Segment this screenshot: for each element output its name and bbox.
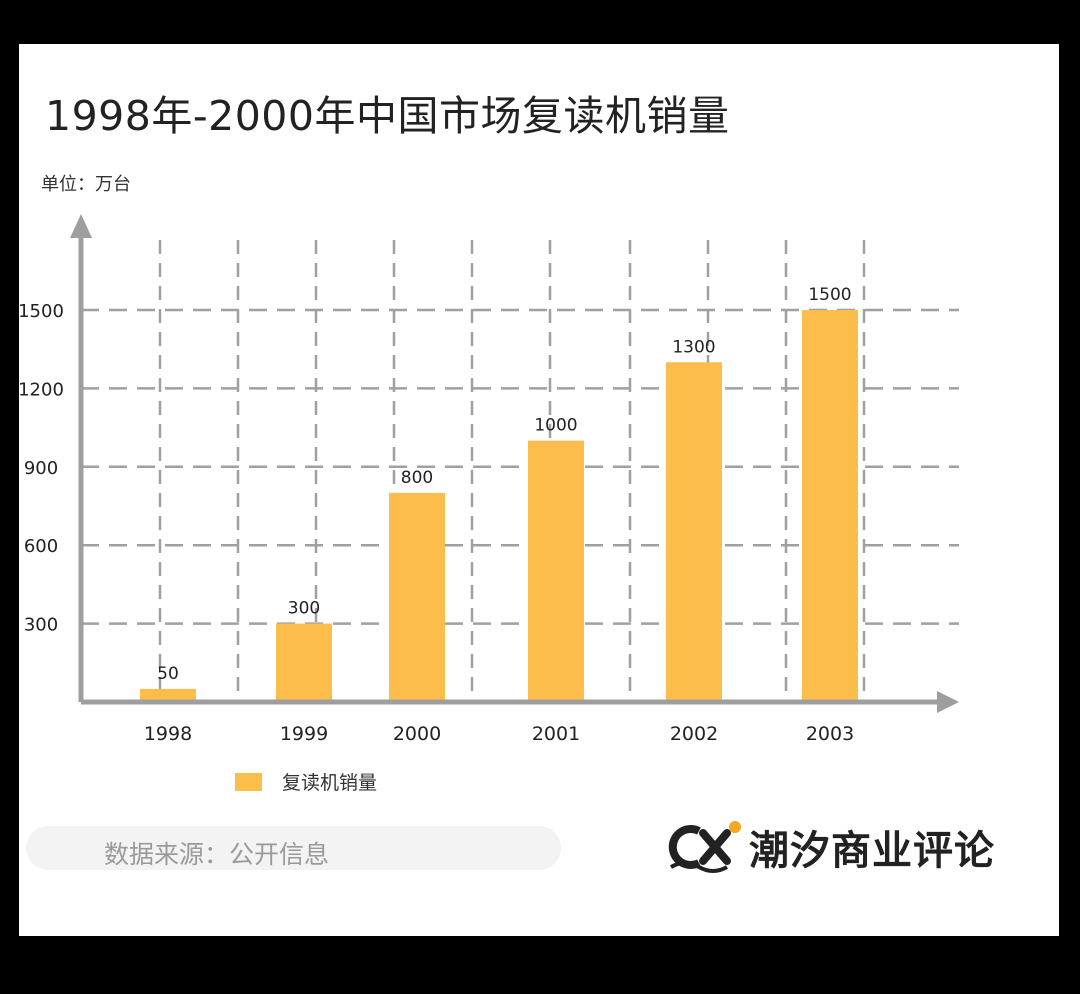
- brand: CX 潮汐商业评论: [665, 817, 995, 877]
- source-note: 数据来源：公开信息: [26, 826, 561, 870]
- chart-title: 1998年-2000年中国市场复读机销量: [45, 92, 730, 140]
- legend-label: 复读机销量: [282, 772, 378, 794]
- y-tick-1500: 1500: [19, 301, 64, 322]
- data-label-2003: 1500: [808, 285, 851, 305]
- bar-1998: [140, 688, 196, 702]
- chart-card: 1998年-2000年中国市场复读机销量 单位：万台 50 300 800 1000 1…: [19, 44, 1059, 936]
- x-tick-2003: 2003: [806, 723, 854, 745]
- brand-name: 潮汐商业评论: [749, 828, 995, 874]
- y-tick-600: 600: [24, 536, 58, 557]
- y-axis-arrow-icon: [70, 214, 92, 238]
- x-tick-1998: 1998: [144, 723, 192, 745]
- data-label-2002: 1300: [672, 337, 715, 357]
- data-label-1998: 50: [157, 664, 179, 684]
- data-label-2001: 1000: [534, 416, 577, 436]
- data-label-2000: 800: [401, 468, 433, 488]
- y-tick-300: 300: [24, 615, 58, 636]
- bar-chart: 50 300 800 1000 1300 1500 300 600 900 1200 1500 199…: [19, 214, 959, 745]
- legend-swatch: [235, 772, 262, 791]
- source-text: 数据来源：公开信息: [104, 840, 330, 869]
- x-tick-2001: 2001: [532, 723, 580, 745]
- y-tick-900: 900: [24, 458, 58, 479]
- bar-2000: [389, 492, 445, 702]
- x-tick-2000: 2000: [393, 723, 441, 745]
- bar-1999: [276, 623, 332, 702]
- bar-2003: [802, 310, 858, 702]
- x-tick-2002: 2002: [670, 723, 718, 745]
- y-tick-1200: 1200: [19, 379, 64, 400]
- legend: 复读机销量: [235, 768, 377, 795]
- logo-dot: [729, 821, 741, 833]
- brand-logo-icon: CX: [668, 821, 741, 873]
- bar-2002: [666, 362, 722, 702]
- x-tick-1999: 1999: [280, 723, 328, 745]
- unit-label: 单位：万台: [41, 174, 131, 195]
- data-label-1999: 300: [288, 599, 320, 619]
- bar-2001: [528, 440, 584, 702]
- x-axis-arrow-icon: [937, 691, 959, 713]
